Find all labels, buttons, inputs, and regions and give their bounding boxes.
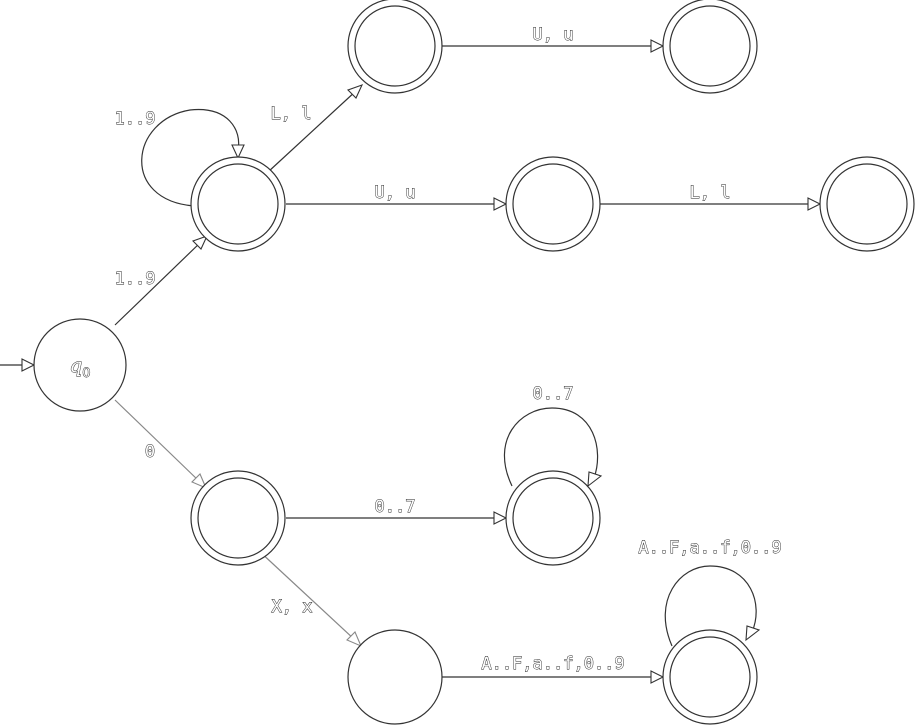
state-lu-suffix <box>662 0 758 94</box>
label-zero-to-x: X, x <box>272 597 313 617</box>
start-arrowhead <box>21 358 36 372</box>
states: q0 <box>33 0 915 725</box>
label-decimal-to-l: L, l <box>271 104 312 124</box>
state-hex <box>662 629 758 725</box>
state-octal <box>505 470 601 566</box>
edge-zero-to-x <box>257 549 356 641</box>
arrowhead-x <box>346 631 363 648</box>
state-q0: q0 <box>33 318 127 412</box>
label-x-to-hex: A..F,a..f,0..9 <box>481 654 624 674</box>
arrowhead-ul <box>807 197 822 211</box>
label-u-to-ul: L, l <box>690 183 731 203</box>
arrowhead-octal-loop <box>587 471 603 488</box>
label-hex-loop: A..F,a..f,0..9 <box>638 538 781 558</box>
edge-labels: 1..9 1..9 L, l U, u U, u L, l 0 0..7 0..… <box>114 25 782 675</box>
arrowhead-lu <box>650 39 665 53</box>
label-l-to-lu: U, u <box>533 25 574 45</box>
arrowhead-u <box>493 197 508 211</box>
edges <box>0 39 822 684</box>
edge-start-to-decimal <box>114 239 204 326</box>
edge-decimal-to-l <box>267 89 358 173</box>
arrowhead-decimal-loop <box>231 144 245 160</box>
label-octal-loop: 0..7 <box>533 384 574 404</box>
state-ul-suffix <box>819 156 915 252</box>
arrowhead-hex <box>650 670 665 684</box>
arrowhead-decimal <box>191 235 209 250</box>
state-q0-label: q0 <box>69 353 90 381</box>
arrowhead-octal <box>493 511 508 525</box>
arrowhead-zero <box>191 473 208 490</box>
state-l-suffix <box>347 0 443 94</box>
edge-octal-loop <box>503 407 599 487</box>
state-hex-prefix <box>347 629 443 725</box>
edge-start-to-zero <box>114 399 201 483</box>
label-start-to-decimal: 1..9 <box>115 269 156 289</box>
label-decimal-loop: 1..9 <box>115 109 156 129</box>
label-zero-to-octal: 0..7 <box>375 497 416 517</box>
state-zero <box>190 470 286 566</box>
label-start-to-zero: 0 <box>145 442 155 462</box>
state-decimal <box>190 156 286 252</box>
arrowhead-hex-loop <box>745 625 761 642</box>
edge-decimal-loop <box>141 109 240 207</box>
label-decimal-to-u: U, u <box>375 183 416 203</box>
edge-hex-loop <box>664 565 757 647</box>
arrowhead-l <box>346 84 364 99</box>
state-u-suffix <box>505 156 601 252</box>
